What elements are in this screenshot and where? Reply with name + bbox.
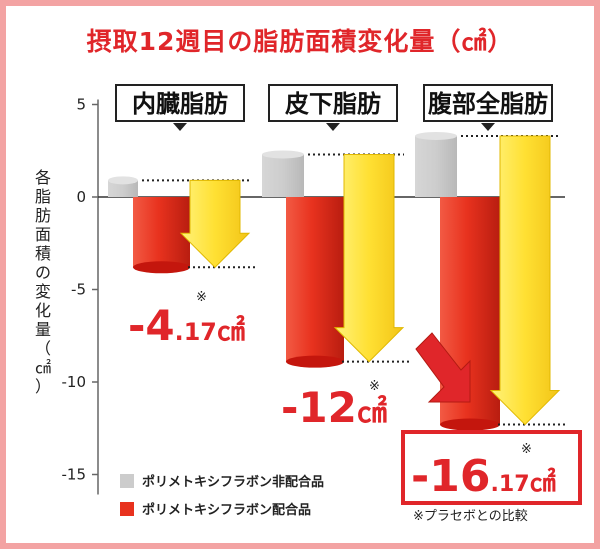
y-tick-label: 0 [76, 188, 86, 206]
category-label-box [423, 84, 553, 122]
category-label-box [115, 84, 245, 122]
category-label: 腹部全脂肪 [428, 90, 548, 118]
bar-placebo [415, 135, 457, 197]
bar-placebo-top [108, 176, 138, 185]
highlight-arrow [415, 332, 471, 403]
y-tick-label: -5 [71, 281, 86, 299]
difference-mark: ※ [369, 379, 380, 394]
difference-label: -4.17㎠ [128, 301, 245, 350]
y-tick-label: -10 [62, 373, 87, 391]
bar-placebo-top [415, 131, 457, 140]
difference-label: -12㎠ [281, 383, 387, 432]
category-label: 内臓脂肪 [132, 90, 228, 118]
category-label: 皮下脂肪 [285, 90, 381, 118]
bar-active-bottom [133, 261, 190, 274]
bar-active [133, 197, 190, 268]
difference-mark: ※ [196, 290, 207, 305]
difference-arrow [489, 135, 561, 426]
legend-label: ポリメトキシフラボン配合品 [142, 502, 311, 518]
chart-title: 摂取12週目の脂肪面積変化量（㎠） [86, 27, 514, 56]
bar-active [286, 197, 344, 362]
difference-mark: ※ [521, 442, 532, 457]
bar-active-bottom [440, 418, 500, 431]
bar-placebo [262, 154, 304, 197]
highlight-box [401, 430, 582, 505]
category-label-pointer [481, 123, 495, 131]
bar-active-bottom [286, 355, 344, 368]
y-tick-label: -15 [62, 466, 87, 484]
bar-placebo [108, 180, 138, 197]
bar-placebo-top [262, 150, 304, 159]
category-label-pointer [326, 123, 340, 131]
difference-arrow [179, 179, 251, 269]
footnote: ※プラセボとの比較 [413, 509, 528, 524]
y-axis-label: 各脂肪面積の変化量（㎠） [34, 168, 51, 396]
category-label-pointer [173, 123, 187, 131]
y-tick-label: 5 [76, 96, 86, 114]
difference-label: -16.17㎠ [411, 451, 556, 502]
legend-swatch [120, 474, 134, 488]
legend-swatch [120, 502, 134, 516]
difference-arrow [333, 153, 405, 363]
category-label-box [268, 84, 398, 122]
legend-label: ポリメトキシフラボン非配合品 [142, 474, 324, 490]
